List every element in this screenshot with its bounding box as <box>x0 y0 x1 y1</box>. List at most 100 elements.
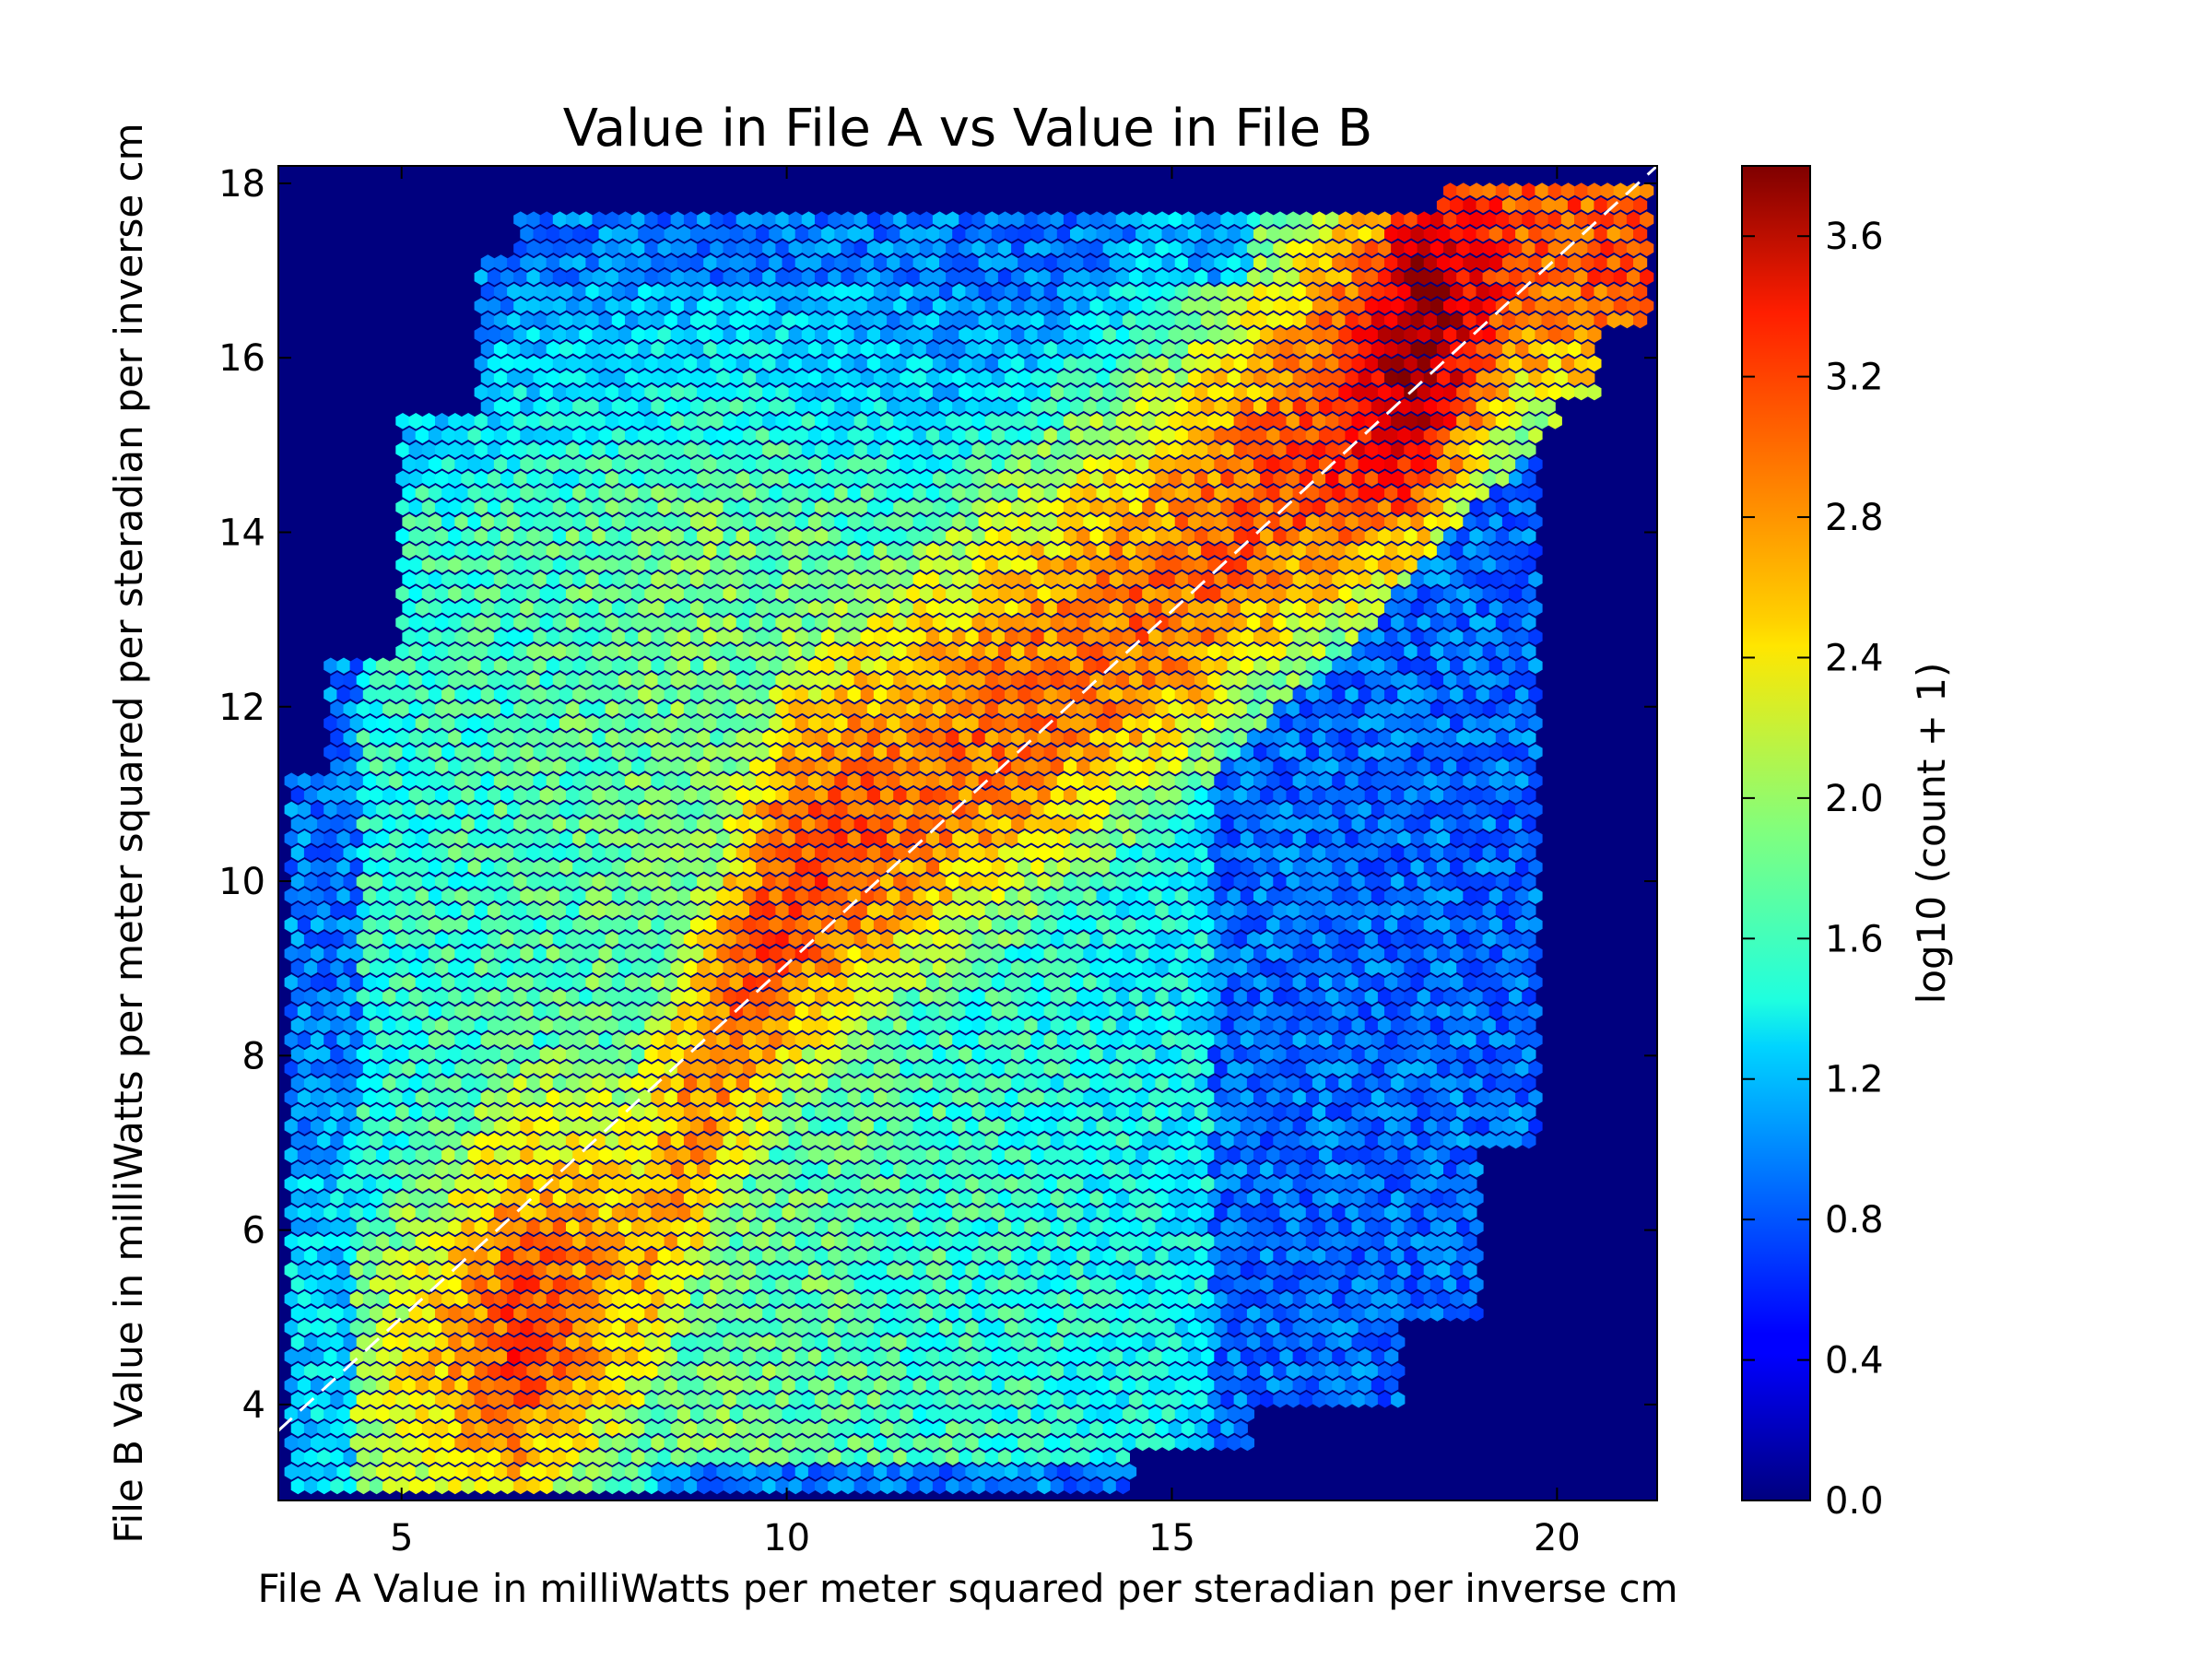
hexbin-cell <box>1181 1391 1196 1408</box>
hexbin-cell <box>552 1449 568 1465</box>
hexbin-cell <box>873 1319 888 1336</box>
hexbin-cell <box>1056 1464 1072 1480</box>
hexbin-cell <box>349 1319 364 1336</box>
hexbin-cell <box>526 1449 541 1465</box>
hexbin-cell <box>474 1305 488 1322</box>
hexbin-cell <box>1194 1391 1209 1408</box>
hexbin-cell <box>1102 1305 1117 1322</box>
hexbin-cell <box>1005 1348 1019 1365</box>
hexbin-cell <box>317 1362 332 1380</box>
hexbin-cell <box>769 1319 783 1336</box>
hexbin-cell <box>1194 1334 1209 1350</box>
hexbin-cell <box>428 1464 443 1480</box>
hexbin-cell <box>1332 1262 1347 1278</box>
hexbin-cell <box>303 1477 319 1495</box>
hexbin-cell <box>1115 1391 1130 1408</box>
hexbin-cell <box>539 1277 554 1293</box>
hexbin-cell <box>782 1434 796 1452</box>
hexbin-cell <box>1207 1305 1222 1322</box>
hexbin-cell <box>1077 1362 1091 1380</box>
hexbin-cell <box>1037 1334 1052 1350</box>
hexbin-cell <box>1187 1377 1203 1394</box>
hexbin-cell <box>866 1391 882 1408</box>
hexbin-cell <box>1187 1406 1203 1423</box>
hexbin-cell <box>507 1290 522 1308</box>
hexbin-cell <box>526 1362 541 1380</box>
hexbin-cell <box>1077 1420 1091 1437</box>
hexbin-cell <box>303 1334 319 1350</box>
hexbin-cell <box>618 1334 633 1350</box>
hexbin-cell <box>1174 1434 1189 1452</box>
hexbin-cell <box>389 1434 404 1452</box>
hexbin-cell <box>389 1348 404 1365</box>
hexbin-cell <box>539 1305 554 1322</box>
hexbin-cell <box>893 1362 908 1380</box>
hexbin-cell <box>1233 1420 1248 1437</box>
hexbin-cell <box>1050 1449 1065 1465</box>
hexbin-cell <box>631 1362 646 1380</box>
hexbin-cell <box>1338 1391 1353 1408</box>
hexbin-cell <box>775 1277 790 1293</box>
hexbin-cell <box>925 1262 940 1278</box>
hexbin-cell <box>893 1391 908 1408</box>
hexbin-cell <box>1450 1262 1465 1278</box>
hexbin-cell <box>493 1434 509 1452</box>
hexbin-cell <box>428 1406 443 1423</box>
hexbin-cell <box>638 1348 653 1365</box>
hexbin-cell <box>841 1277 855 1293</box>
hexbin-cell <box>939 1406 954 1423</box>
hexbin-cell <box>605 1477 619 1495</box>
hexbin-cell <box>919 1449 934 1465</box>
hexbin-cell <box>1194 1362 1209 1380</box>
hexbin-cell <box>1384 1377 1399 1394</box>
hexbin-cell <box>1220 1391 1235 1408</box>
hexbin-cell <box>336 1434 351 1452</box>
hexbin-cell <box>520 1262 535 1278</box>
hexbin-cell <box>605 1391 619 1408</box>
hexbin-cell <box>1102 1420 1117 1437</box>
hexbin-cell <box>539 1391 554 1408</box>
hexbin-cell <box>1148 1262 1163 1278</box>
hexbin-cell <box>317 1305 332 1322</box>
hexbin-cell <box>1096 1319 1111 1336</box>
hexbin-cell <box>1155 1277 1170 1293</box>
hexbin-cell <box>710 1449 724 1465</box>
hexbin-cell <box>566 1420 581 1437</box>
hexbin-cell <box>1011 1391 1026 1408</box>
hexbin-cell <box>723 1449 737 1465</box>
hexbin-cell <box>965 1348 980 1365</box>
hexbin-cell <box>1168 1277 1182 1293</box>
hexbin-cell <box>1142 1362 1157 1380</box>
hexbin-cell <box>932 1449 947 1465</box>
hexbin-cell <box>1024 1362 1039 1380</box>
hexbin-cell <box>1096 1377 1111 1394</box>
hexbin-cell <box>1161 1262 1176 1278</box>
hexbin-cell <box>559 1464 574 1480</box>
hexbin-cell <box>900 1348 914 1365</box>
hexbin-cell <box>965 1377 980 1394</box>
hexbin-cell <box>788 1305 803 1322</box>
hexbin-cell <box>1319 1290 1334 1308</box>
hexbin-cell <box>801 1277 816 1293</box>
hexbin-cell <box>1083 1464 1098 1480</box>
hexbin-cell <box>324 1319 338 1336</box>
hexbin-cell <box>794 1406 809 1423</box>
hexbin-cell <box>1384 1319 1399 1336</box>
hexbin-cell <box>997 1334 1013 1350</box>
hexbin-cell <box>1089 1477 1104 1495</box>
hexbin-cell <box>1122 1434 1137 1452</box>
hexbin-cell <box>1102 1391 1117 1408</box>
hexbin-cell <box>697 1477 712 1495</box>
hexbin-cell <box>683 1362 699 1380</box>
hexbin-cell <box>493 1262 509 1278</box>
hexbin-cell <box>1043 1377 1058 1394</box>
hexbin-cell <box>683 1277 699 1293</box>
hexbin-cell <box>946 1305 960 1322</box>
hexbin-cell <box>382 1420 397 1437</box>
hexbin-cell <box>461 1477 476 1495</box>
hexbin-cell <box>638 1434 653 1452</box>
hexbin-cell <box>991 1406 1006 1423</box>
hexbin-cell <box>1450 1290 1465 1308</box>
hexbin-cell <box>1005 1262 1019 1278</box>
hexbin-cell <box>807 1290 823 1308</box>
